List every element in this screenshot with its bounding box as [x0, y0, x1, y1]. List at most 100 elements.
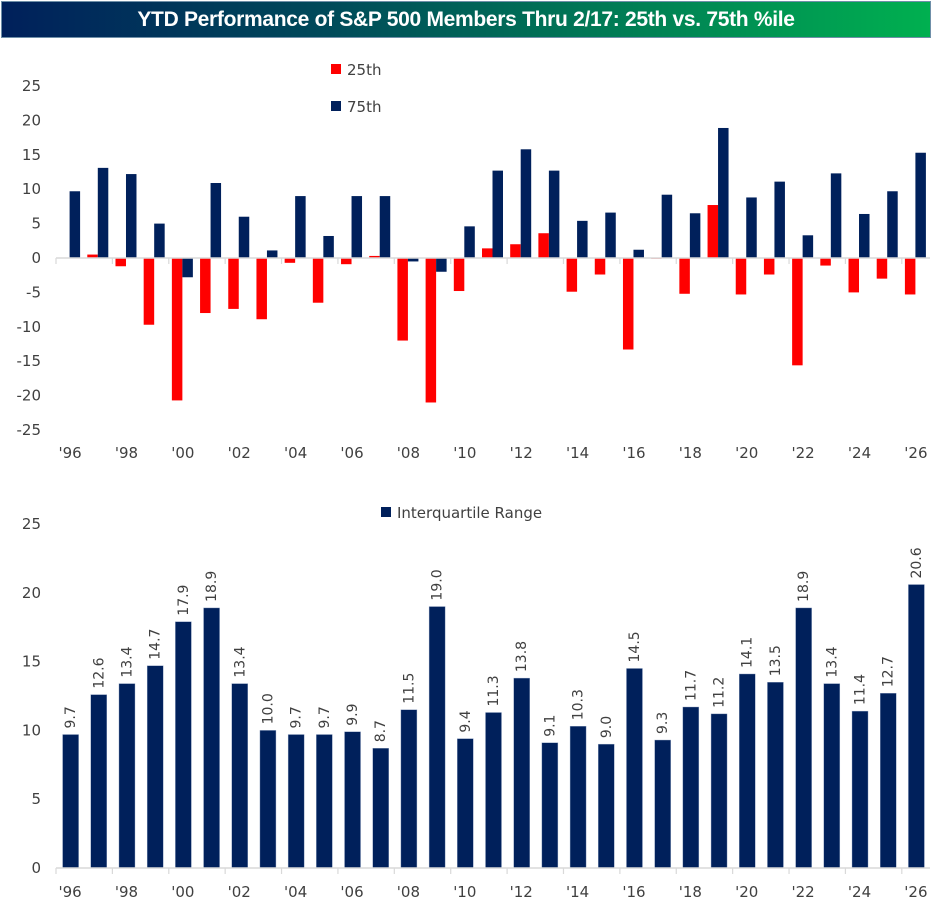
- bar-iqr-2015: [598, 743, 615, 869]
- data-label-iqr-1996: 9.7: [63, 706, 79, 728]
- bar-iqr-2013: [541, 742, 559, 869]
- bar-iqr-2018: [682, 706, 700, 869]
- x-tick-label: '16: [622, 883, 645, 901]
- x-tick-label: '14: [566, 883, 589, 901]
- bar-25th-2002: [228, 258, 239, 309]
- bar-iqr-2017: [654, 739, 671, 869]
- bar-75th-2008: [407, 258, 419, 262]
- x-tick-label: '12: [510, 883, 533, 901]
- top-bars: [59, 127, 926, 403]
- bar-25th-2014: [566, 258, 578, 292]
- bar-iqr-2024: [851, 710, 869, 869]
- x-tick-label: '10: [453, 883, 476, 901]
- bar-iqr-2001: [203, 607, 220, 869]
- data-label-iqr-2022: 18.9: [796, 571, 812, 602]
- bar-iqr-1996: [62, 734, 79, 869]
- x-tick-label: '06: [340, 883, 363, 901]
- x-tick-label: '16: [622, 444, 645, 462]
- bar-iqr-2020: [739, 673, 756, 869]
- bar-25th-2022: [792, 258, 803, 366]
- data-label-iqr-2013: 9.1: [542, 715, 558, 737]
- bar-25th-2015: [594, 258, 606, 275]
- bar-25th-2018: [679, 258, 690, 294]
- bar-75th-2011: [492, 170, 503, 258]
- x-tick-label: '06: [340, 444, 363, 462]
- bar-75th-2019: [718, 127, 729, 258]
- bar-75th-1997: [97, 167, 109, 258]
- data-label-iqr-2002: 13.4: [232, 646, 248, 677]
- bar-75th-2017: [661, 194, 673, 258]
- bar-25th-2003: [256, 258, 267, 320]
- bar-25th-2011: [482, 248, 493, 258]
- x-tick-label: '20: [735, 883, 758, 901]
- bar-25th-1999: [143, 258, 155, 325]
- bar-iqr-2021: [767, 682, 784, 869]
- x-tick-label: '96: [58, 444, 81, 462]
- title-banner: YTD Performance of S&P 500 Members Thru …: [1, 1, 931, 38]
- bar-iqr-2005: [316, 734, 333, 869]
- bottom-data-labels: 9.7 12.6 13.4 14.7 17.9 18.9 13.4 10.0 9.7 9.7 9.9…: [63, 547, 925, 742]
- x-tick-label: '12: [510, 444, 533, 462]
- data-label-iqr-2024: 11.4: [853, 674, 869, 705]
- bar-25th-2001: [200, 258, 211, 314]
- bottom-bars: [62, 584, 925, 869]
- bar-iqr-2002: [231, 683, 248, 869]
- bar-25th-2012: [510, 244, 521, 258]
- x-tick-label: '08: [397, 444, 420, 462]
- bar-25th-2026: [904, 258, 916, 295]
- y-tick-label: 15: [22, 653, 41, 671]
- bar-iqr-2004: [287, 734, 305, 869]
- bar-iqr-2026: [908, 584, 925, 869]
- bar-75th-1998: [125, 174, 137, 258]
- data-label-iqr-2009: 19.0: [430, 569, 446, 600]
- data-label-iqr-1999: 14.7: [148, 629, 164, 660]
- bar-iqr-2009: [428, 606, 446, 869]
- data-label-iqr-2006: 9.9: [345, 704, 361, 726]
- bar-iqr-2016: [626, 668, 643, 869]
- bar-iqr-2007: [372, 748, 389, 869]
- x-tick-label: '10: [453, 444, 476, 462]
- top-legend: 25th 75th: [331, 61, 381, 116]
- x-tick-label: '98: [115, 883, 138, 901]
- bar-iqr-2022: [795, 607, 812, 869]
- data-label-iqr-2015: 9.0: [599, 716, 615, 738]
- data-label-iqr-2004: 9.7: [289, 706, 305, 728]
- x-tick-label: '04: [284, 883, 307, 901]
- data-label-iqr-1998: 13.4: [119, 646, 135, 677]
- bar-iqr-2006: [344, 731, 361, 869]
- x-tick-label: '20: [735, 444, 758, 462]
- y-tick-label: 5: [31, 215, 41, 233]
- top-x-axis-ticks: [55, 258, 903, 264]
- bar-iqr-1997: [90, 694, 107, 869]
- x-tick-label: '18: [679, 883, 702, 901]
- bar-75th-2021: [774, 181, 785, 258]
- bar-75th-2010: [464, 226, 475, 258]
- x-tick-label: '24: [848, 883, 871, 901]
- top-x-axis-labels: '96 '98 '00 '02 '04 '06 '08 '10 '12 '14 '16 '18 '20 '…: [58, 444, 927, 462]
- bar-25th-2000: [171, 258, 183, 401]
- data-label-iqr-2026: 20.6: [909, 547, 925, 578]
- bar-25th-2020: [735, 258, 747, 295]
- bar-75th-2014: [577, 220, 588, 258]
- bar-75th-2023: [830, 173, 842, 258]
- bar-iqr-2014: [569, 726, 587, 869]
- bar-25th-2013: [538, 233, 549, 258]
- data-label-iqr-2000: 17.9: [176, 585, 192, 616]
- data-label-iqr-2010: 9.4: [458, 710, 474, 732]
- x-tick-label: '14: [566, 444, 589, 462]
- bar-25th-2008: [397, 258, 408, 341]
- x-tick-label: '08: [397, 883, 420, 901]
- bar-iqr-2003: [259, 730, 277, 869]
- bar-75th-1996: [69, 191, 81, 258]
- bar-iqr-2000: [175, 621, 192, 869]
- bar-75th-2004: [295, 196, 306, 258]
- bar-25th-2024: [848, 258, 860, 293]
- bottom-x-axis-labels: '96 '98 '00 '02 '04 '06 '08 '10 '12 '14 '16 '18 '20 '…: [58, 883, 927, 901]
- bottom-y-axis: 25 20 15 10 5 0: [22, 515, 41, 877]
- x-tick-label: '26: [904, 883, 927, 901]
- bar-75th-2012: [520, 149, 532, 258]
- bar-25th-2025: [876, 258, 888, 279]
- legend-label-75th: 75th: [347, 98, 381, 116]
- data-label-iqr-2017: 9.3: [655, 712, 671, 734]
- bar-25th-2023: [820, 258, 831, 266]
